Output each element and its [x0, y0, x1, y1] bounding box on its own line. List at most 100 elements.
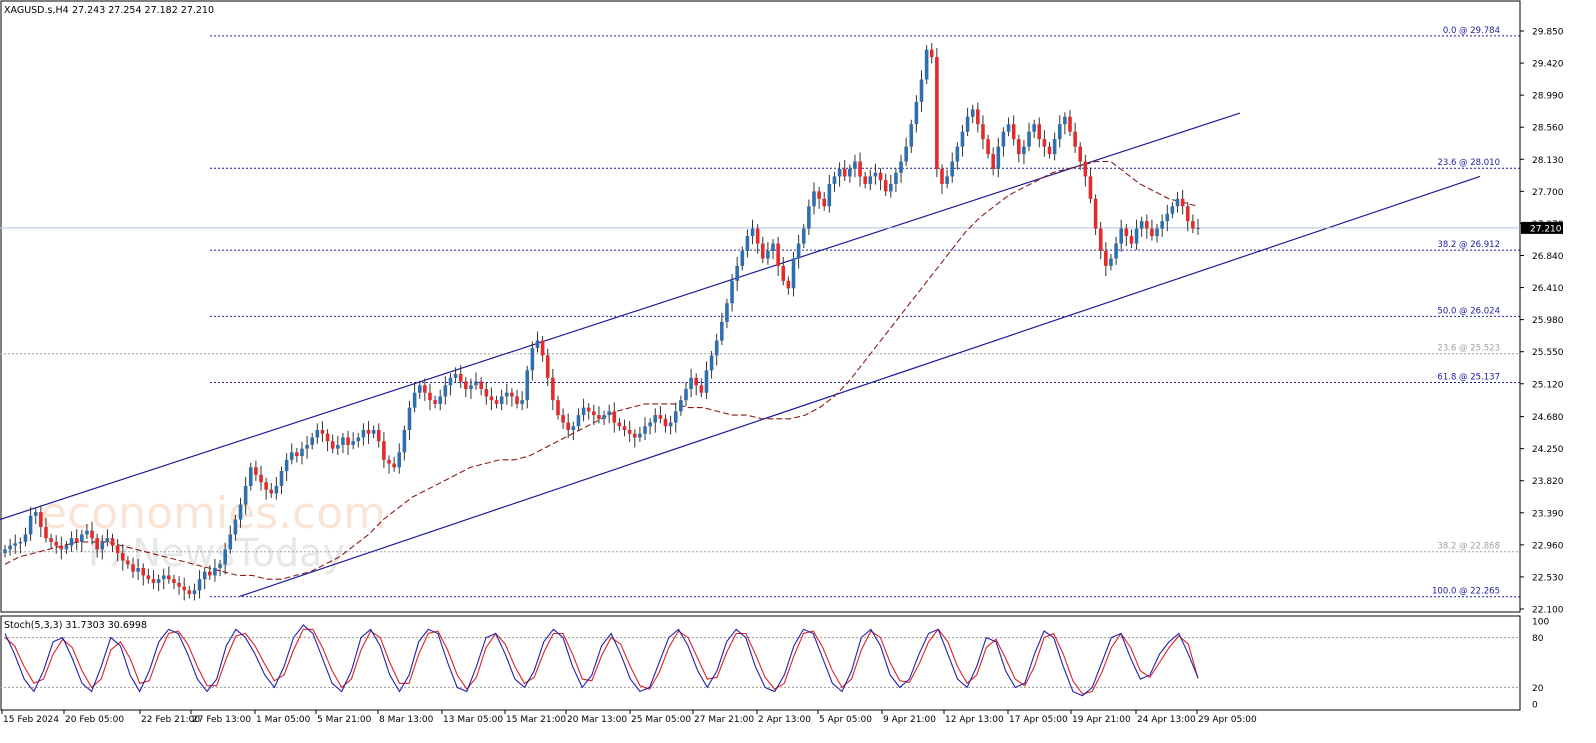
candle-body: [428, 392, 432, 401]
candle-body: [141, 567, 146, 576]
candle-body: [1001, 131, 1006, 147]
candle-body: [1160, 221, 1164, 229]
candle-body: [1104, 251, 1108, 266]
stochastic-oscillator: 100 80 20 0: [0, 618, 1549, 711]
fib-label: 50.0 @ 26.024: [1437, 306, 1500, 316]
candle-body: [720, 321, 724, 341]
candle-body: [1150, 228, 1154, 237]
y-tick-label: 23.390: [1532, 509, 1564, 519]
candle-body: [1011, 124, 1016, 140]
candle-body: [264, 482, 268, 490]
x-tick-label: 24 Apr 13:00: [1137, 715, 1196, 725]
candle-body: [1109, 258, 1113, 266]
candle-body: [23, 534, 28, 542]
candle-body: [643, 426, 647, 434]
candle-body: [366, 430, 371, 434]
candle-body: [136, 567, 140, 572]
candle-body: [18, 541, 23, 544]
candle-body: [13, 543, 18, 546]
candle-body: [597, 415, 601, 419]
current-price-tag: [1521, 221, 1563, 234]
moving-average: [4, 160, 1199, 580]
candle-body: [832, 176, 837, 184]
stoch-main-line: [4, 624, 1199, 697]
stoch-level-label: 0: [1532, 701, 1538, 711]
x-tick-label: 27 Feb 13:00: [192, 715, 251, 725]
candle-body: [346, 437, 350, 445]
candle-body: [709, 355, 714, 371]
candle-body: [197, 579, 202, 591]
candle-body: [305, 444, 309, 449]
candle-body: [827, 183, 832, 207]
y-tick-label: 28.990: [1532, 92, 1564, 102]
candle-body: [960, 131, 965, 147]
candle-body: [622, 426, 627, 431]
candle-body: [44, 526, 48, 539]
candle-body: [1063, 116, 1067, 125]
candle-body: [187, 590, 192, 595]
candle-body: [970, 109, 975, 117]
candle-body: [341, 437, 345, 445]
candle-body: [392, 463, 396, 468]
candle-body: [95, 538, 99, 550]
candle-body: [1027, 131, 1031, 147]
candle-body: [85, 530, 89, 535]
x-tick-label: 15 Feb 2024: [3, 715, 59, 725]
candle-body: [796, 243, 801, 259]
watermark-line1: economies.com: [40, 488, 386, 539]
candle-body: [530, 347, 535, 371]
candle-body: [295, 452, 299, 457]
fib-label: 100.0 @ 22.265: [1432, 587, 1500, 597]
candle-body: [499, 396, 504, 404]
candle-body: [289, 452, 294, 460]
candle-body: [704, 370, 709, 393]
candle-body: [924, 49, 929, 80]
candle-body: [438, 396, 443, 404]
x-tick-label: 12 Apr 13:00: [945, 715, 1004, 725]
candle-body: [658, 415, 663, 419]
candle-body: [602, 415, 606, 419]
candle-body: [607, 411, 611, 416]
candle-body: [443, 385, 448, 397]
fib-label: 61.8 @ 25.137: [1437, 372, 1500, 382]
candle-body: [735, 265, 739, 281]
candle-body: [551, 377, 555, 401]
candle-body: [228, 534, 233, 550]
candle-body: [714, 340, 719, 356]
candle-body: [1196, 227, 1200, 229]
candle-body: [576, 415, 581, 427]
candle-body: [510, 392, 514, 397]
x-tick-label: 8 Mar 13:00: [379, 715, 434, 725]
candle-body: [474, 381, 478, 386]
candle-body: [361, 430, 366, 438]
candle-body: [755, 228, 760, 244]
candle-body: [484, 388, 489, 397]
candle-body: [627, 430, 632, 434]
candle-body: [540, 340, 545, 356]
candle-body: [243, 485, 248, 505]
y-tick-label: 24.680: [1532, 413, 1564, 423]
fib-label: 23.6 @ 25.523: [1437, 344, 1500, 354]
candle-body: [80, 534, 84, 542]
candle-body: [883, 180, 888, 192]
x-tick-label: 17 Apr 05:00: [1009, 715, 1068, 725]
candle-body: [673, 411, 678, 423]
candle-body: [126, 560, 130, 565]
candle-body: [1073, 131, 1077, 147]
candle-body: [940, 168, 944, 184]
candle-body: [1155, 228, 1159, 237]
candle-body: [376, 430, 381, 442]
candle-body: [274, 485, 279, 494]
candle-body: [182, 586, 187, 591]
candle-body: [504, 392, 509, 397]
fib-label: 23.6 @ 28.010: [1437, 158, 1500, 168]
candle-body: [745, 236, 750, 252]
candle-body: [279, 471, 284, 486]
candle-body: [371, 430, 376, 434]
x-tick-label: 13 Mar 05:00: [443, 715, 503, 725]
candle-body: [1032, 124, 1036, 132]
y-tick-label: 22.530: [1532, 573, 1564, 583]
candle-body: [1191, 221, 1195, 229]
candle-body: [433, 400, 437, 404]
candle-body: [39, 512, 43, 527]
